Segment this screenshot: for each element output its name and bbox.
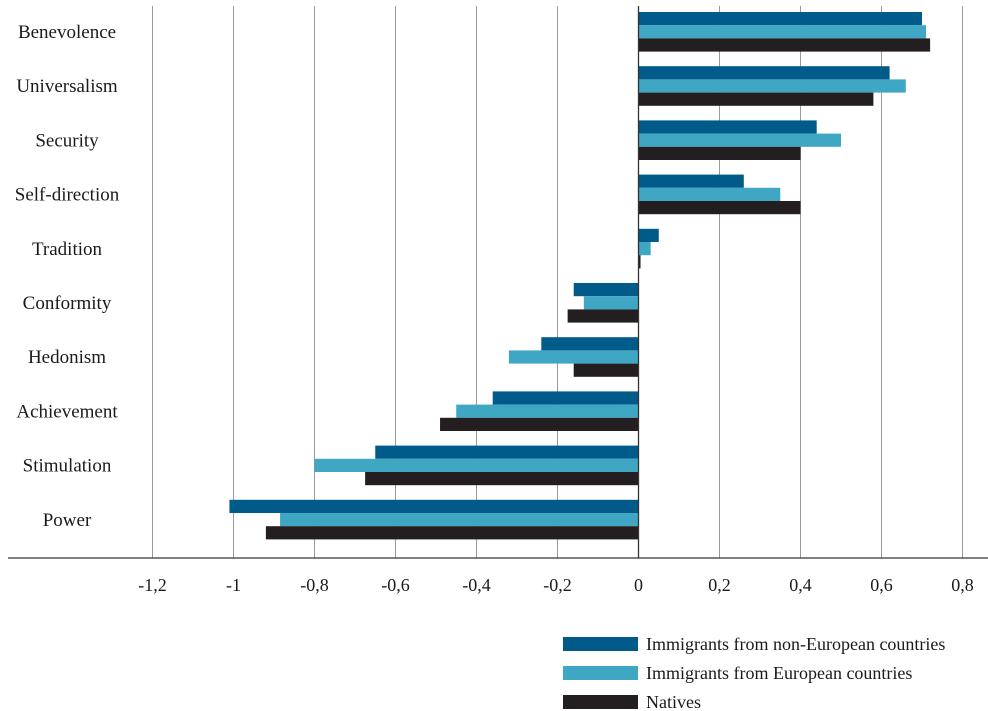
x-tick-label: 0: [634, 575, 643, 595]
x-tick-label: 0,6: [870, 575, 893, 595]
x-tick-label: -1,2: [138, 575, 167, 595]
bar: [638, 146, 801, 160]
bar: [573, 283, 639, 297]
bar: [229, 499, 639, 513]
category-label: Stimulation: [23, 456, 112, 477]
legend: Immigrants from non-European countries Im…: [563, 634, 945, 711]
bar: [638, 12, 922, 26]
category-labels: Benevolence Universalism Security Self-dire…: [15, 22, 120, 531]
x-tick-label: -0,8: [300, 575, 329, 595]
bar: [573, 363, 639, 377]
x-tick-label: -0,2: [543, 575, 572, 595]
x-tick-label: -0,4: [462, 575, 491, 595]
bars: [229, 12, 931, 540]
legend-swatch: [563, 695, 638, 709]
category-label: Benevolence: [18, 22, 116, 43]
x-tick-label: -1: [226, 575, 241, 595]
category-label: Security: [35, 130, 99, 151]
legend-swatch: [563, 637, 638, 651]
bar: [638, 133, 841, 147]
legend-label: Immigrants from non-European countries: [646, 634, 945, 654]
bar: [638, 187, 781, 201]
bar: [440, 417, 639, 431]
bar: [638, 228, 659, 242]
category-label: Hedonism: [28, 347, 106, 368]
category-label: Achievement: [16, 401, 118, 422]
x-tick-label: 0,2: [708, 575, 731, 595]
bar: [265, 526, 639, 540]
bar: [583, 296, 639, 310]
bar: [375, 445, 639, 459]
bar: [567, 309, 639, 323]
bar: [508, 350, 639, 364]
bar: [638, 92, 874, 106]
bar: [638, 120, 817, 134]
category-label: Self-direction: [15, 185, 120, 206]
bar: [314, 458, 639, 472]
category-label: Power: [43, 510, 92, 531]
x-tick-label: 0,8: [951, 575, 974, 595]
x-tick-label: -0,6: [381, 575, 410, 595]
bar: [638, 79, 906, 93]
bar: [638, 38, 931, 52]
bar: [456, 404, 639, 418]
bar: [638, 66, 890, 80]
x-tick-labels: -1,2 -1 -0,8 -0,6 -0,4 -0,2 0 0,2 0,4 0,6 0,8: [138, 575, 974, 595]
bar: [280, 513, 639, 527]
legend-label: Natives: [646, 692, 701, 711]
legend-swatch: [563, 666, 638, 680]
bar: [638, 255, 641, 269]
bar: [365, 472, 639, 486]
legend-label: Immigrants from European countries: [646, 663, 912, 683]
bar: [638, 201, 801, 215]
category-label: Tradition: [32, 239, 103, 260]
category-label: Universalism: [16, 76, 118, 97]
bar: [492, 391, 639, 405]
bar: [541, 337, 639, 351]
x-tick-label: 0,4: [789, 575, 812, 595]
category-label: Conformity: [23, 293, 112, 314]
bar: [638, 242, 651, 256]
bar: [638, 25, 927, 39]
bar: [638, 174, 744, 188]
